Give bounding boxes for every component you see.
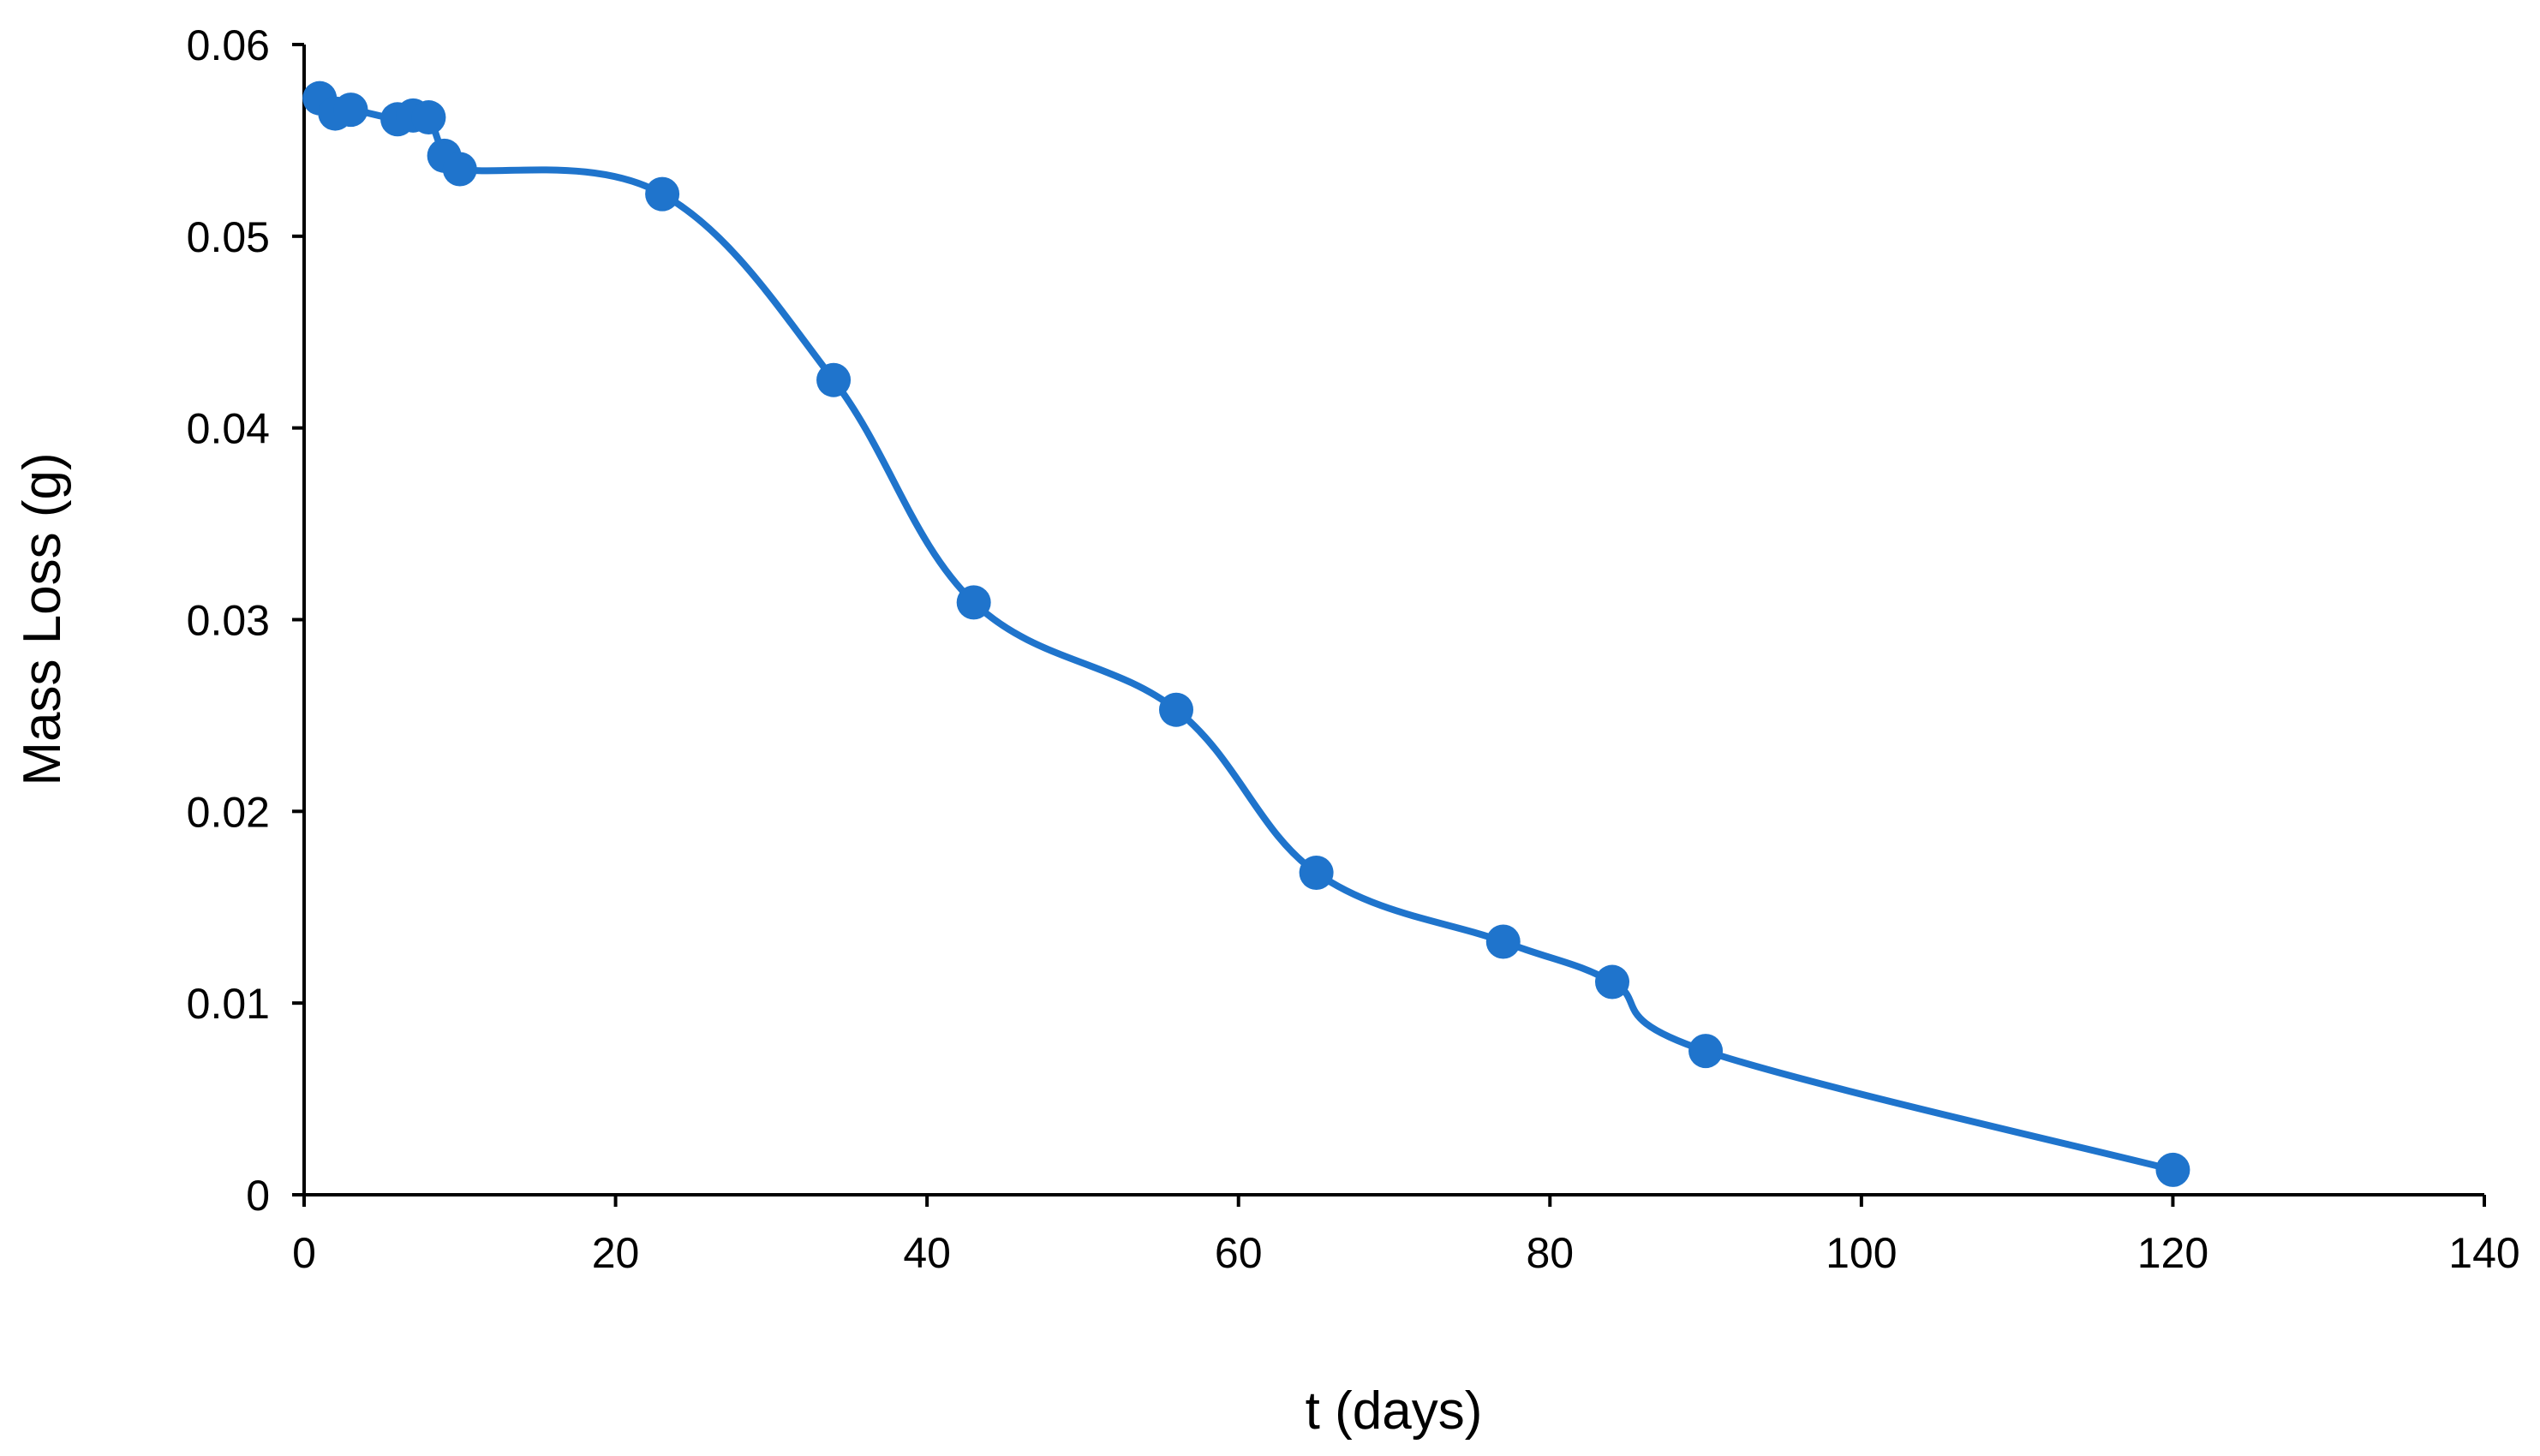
- y-tick-label: 0.06: [187, 21, 270, 69]
- data-point: [1159, 692, 1193, 727]
- x-tick-label: 80: [1526, 1229, 1574, 1277]
- x-tick-label: 100: [1826, 1229, 1897, 1277]
- data-point: [1595, 964, 1629, 1000]
- data-point: [2155, 1152, 2190, 1187]
- data-point: [816, 362, 852, 397]
- series-layer: [302, 81, 2190, 1187]
- y-tick-label: 0.03: [187, 597, 270, 645]
- x-tick-label: 120: [2137, 1229, 2208, 1277]
- data-point: [442, 152, 477, 187]
- x-tick-label: 140: [2448, 1229, 2519, 1277]
- y-tick-label: 0.01: [187, 980, 270, 1028]
- data-point: [333, 92, 368, 128]
- y-ticks: 0 0.01 0.02 0.03 0.04 0.05 0.06: [187, 21, 304, 1220]
- data-point: [1485, 924, 1521, 959]
- data-point: [411, 100, 446, 135]
- y-tick-label: 0.05: [187, 213, 270, 261]
- data-point: [1688, 1034, 1724, 1069]
- y-tick-label: 0.02: [187, 788, 270, 836]
- x-tick-label: 40: [903, 1229, 951, 1277]
- y-tick-label: 0: [246, 1172, 270, 1220]
- data-point: [956, 585, 991, 620]
- axes: [302, 45, 2484, 1196]
- x-tick-label: 20: [592, 1229, 640, 1277]
- x-ticks: 0 20 40 60 80 100 120 140: [292, 1195, 2520, 1277]
- y-axis-title: Mass Loss (g): [13, 452, 72, 785]
- x-axis-title: t (days): [1306, 1381, 1483, 1441]
- x-tick-label: 60: [1215, 1229, 1263, 1277]
- data-point: [645, 176, 680, 212]
- y-tick-label: 0.04: [187, 405, 270, 453]
- series-line: [316, 94, 2177, 1173]
- x-tick-label: 0: [292, 1229, 316, 1277]
- data-point: [1299, 855, 1334, 890]
